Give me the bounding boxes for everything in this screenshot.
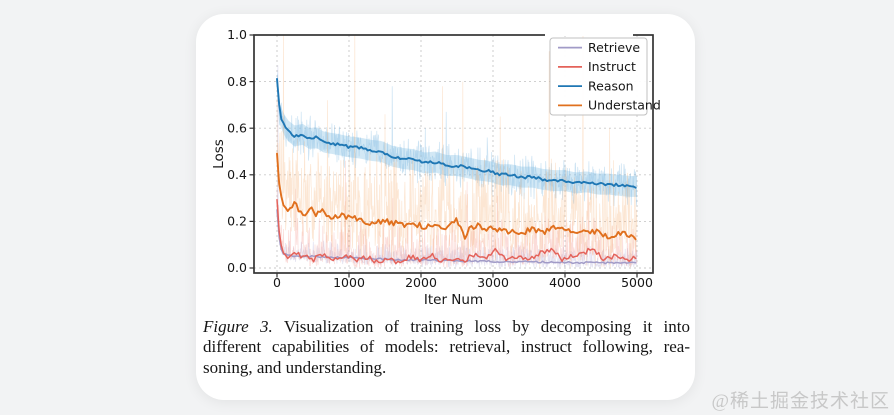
axis-ticks: [249, 34, 638, 278]
figure-card: 0 1000 2000 3000 4000 5000 0.0 0.2 0.4 0.6 0.8 1.0 I…: [196, 14, 695, 400]
y-tick-label: 0.8: [227, 74, 247, 89]
retrieve-line: [276, 209, 637, 265]
caption-text-1: Visualization of training loss by decomp…: [283, 317, 690, 336]
understand-raw-trace: [276, 35, 638, 268]
y-tick-label: 0.2: [227, 214, 247, 229]
plot-area: [276, 35, 638, 269]
x-tick-label: 0: [273, 275, 281, 290]
caption-line-3: soning, and understanding.: [203, 357, 387, 377]
legend-label-instruct: Instruct: [588, 59, 636, 74]
understand-line: [276, 152, 637, 241]
instruct-line: [276, 198, 637, 265]
legend-item-reason: Reason: [558, 78, 634, 93]
caption-line-1: Figure 3. Visualization of training loss…: [203, 317, 690, 337]
y-axis-label: Loss: [211, 139, 227, 169]
figure-number-label: Figure 3.: [203, 317, 273, 336]
caption-line-2: different capabilities of models: retrie…: [203, 337, 690, 357]
x-axis-label: Iter Num: [424, 292, 483, 308]
x-tick-labels: 0 1000 2000 3000 4000 5000: [273, 275, 653, 290]
legend-item-understand: Understand: [558, 98, 661, 113]
spine-gap-artifact: [545, 30, 633, 36]
y-tick-labels: 0.0 0.2 0.4 0.6 0.8 1.0: [227, 27, 247, 275]
x-tick-label: 4000: [549, 275, 581, 290]
legend-label-understand: Understand: [588, 98, 661, 113]
legend-item-retrieve: Retrieve: [558, 40, 640, 55]
figure-caption: Figure 3. Visualization of training loss…: [203, 317, 690, 378]
y-tick-label: 0.0: [227, 260, 247, 275]
reason-line: [276, 77, 637, 189]
y-tick-label: 1.0: [227, 27, 247, 42]
watermark-text: @稀土掘金技术社区: [711, 391, 890, 412]
plot-spines: [253, 34, 654, 274]
reason-raw-trace: [276, 74, 638, 207]
y-tick-label: 0.6: [227, 120, 247, 135]
x-tick-label: 1000: [333, 275, 365, 290]
x-tick-label: 3000: [477, 275, 509, 290]
legend-label-retrieve: Retrieve: [588, 40, 640, 55]
legend: Retrieve Instruct Reason Understand: [549, 37, 661, 116]
y-tick-label: 0.4: [227, 167, 247, 182]
reason-band: [277, 68, 637, 197]
x-tick-label: 2000: [405, 275, 437, 290]
legend-box: [549, 37, 648, 116]
x-tick-label: 5000: [621, 275, 653, 290]
legend-label-reason: Reason: [588, 78, 634, 93]
training-loss-chart: 0 1000 2000 3000 4000 5000 0.0 0.2 0.4 0.6 0.8 1.0 I…: [211, 27, 661, 308]
legend-item-instruct: Instruct: [558, 59, 636, 74]
